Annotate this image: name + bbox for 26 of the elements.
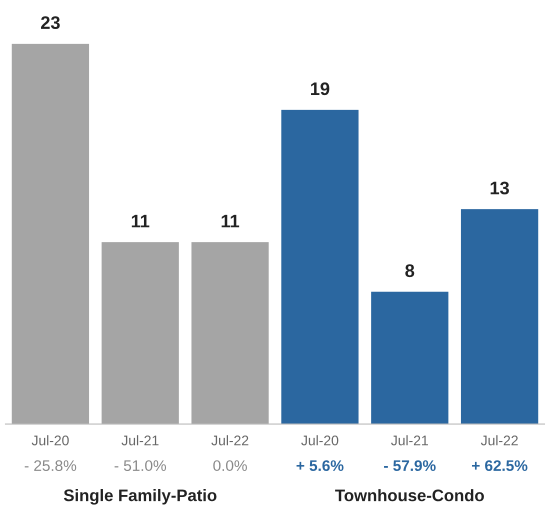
x-tick-label: Jul-20 [32, 435, 69, 446]
bar [371, 292, 448, 424]
data-label: 13 [490, 182, 509, 194]
x-tick-label: Jul-22 [211, 435, 248, 446]
x-tick-label: Jul-21 [122, 435, 158, 446]
text: - 57.9% [384, 460, 436, 472]
text: + 62.5% [472, 460, 528, 472]
text: 0.0% [213, 460, 247, 472]
data-label: 11 [222, 214, 240, 228]
bar [191, 242, 269, 424]
text: Townhouse-Condo [335, 489, 484, 502]
data-label: 23 [41, 16, 60, 30]
data-label: 8 [405, 264, 414, 278]
bar [281, 110, 359, 424]
x-tick-label: Jul-22 [480, 435, 518, 446]
data-label: 11 [132, 214, 150, 228]
x-tick-label: Jul-20 [301, 435, 338, 446]
bar [12, 44, 90, 424]
bar [460, 209, 538, 424]
text: Single Family-Patio [64, 488, 216, 505]
text: + 5.6% [296, 460, 344, 472]
x-tick-label: Jul-21 [391, 435, 428, 446]
text: - 51.0% [114, 460, 166, 472]
data-label: 19 [311, 82, 330, 96]
bar [102, 242, 179, 424]
text: - 25.8% [24, 460, 76, 472]
